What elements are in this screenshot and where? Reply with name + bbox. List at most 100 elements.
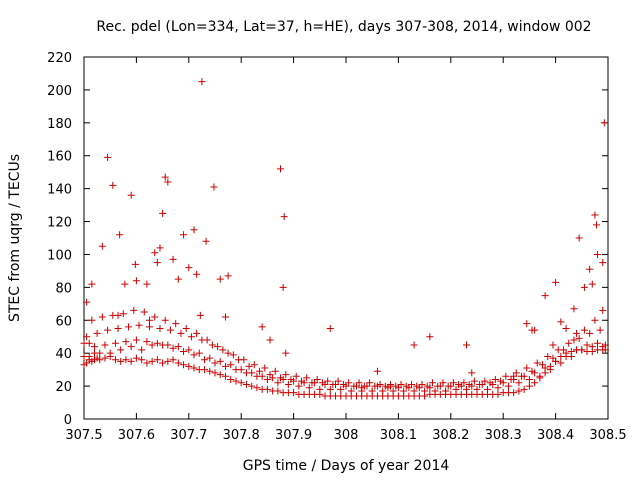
data-point bbox=[111, 339, 119, 347]
data-point bbox=[256, 367, 264, 375]
data-point bbox=[486, 379, 494, 387]
data-point bbox=[494, 384, 502, 392]
data-point bbox=[216, 275, 224, 283]
data-point bbox=[161, 173, 169, 181]
x-axis-label: GPS time / Days of year 2014 bbox=[243, 458, 450, 474]
data-point bbox=[591, 211, 599, 219]
y-tick-label: 180 bbox=[47, 117, 72, 132]
data-point bbox=[164, 341, 172, 349]
data-point bbox=[237, 366, 245, 374]
data-point bbox=[164, 357, 172, 365]
data-point bbox=[279, 283, 287, 291]
data-point bbox=[180, 361, 188, 369]
data-point bbox=[151, 249, 159, 257]
data-point bbox=[261, 364, 269, 372]
data-point bbox=[258, 323, 266, 331]
data-point bbox=[470, 377, 478, 385]
data-point bbox=[146, 316, 153, 324]
data-point bbox=[444, 382, 452, 390]
data-point bbox=[85, 339, 93, 347]
data-point bbox=[599, 259, 607, 267]
data-point bbox=[400, 387, 408, 395]
x-tick-label: 308 bbox=[334, 428, 359, 443]
data-point bbox=[413, 382, 421, 390]
data-point bbox=[201, 366, 209, 374]
data-point bbox=[339, 380, 347, 388]
data-point bbox=[379, 387, 387, 395]
x-tick-label: 307.5 bbox=[65, 428, 102, 443]
data-point bbox=[449, 379, 457, 387]
data-point bbox=[531, 379, 539, 387]
data-point bbox=[557, 318, 565, 326]
data-point bbox=[313, 376, 321, 384]
data-point bbox=[151, 313, 159, 321]
data-point bbox=[426, 333, 434, 341]
data-point bbox=[463, 385, 471, 393]
data-point bbox=[402, 382, 410, 390]
x-tick-label: 307.7 bbox=[170, 428, 207, 443]
data-point bbox=[116, 231, 124, 239]
x-tick-label: 308.2 bbox=[432, 428, 469, 443]
data-point bbox=[138, 356, 146, 364]
data-point bbox=[533, 359, 541, 367]
data-point bbox=[510, 372, 518, 380]
data-point bbox=[408, 380, 415, 388]
data-point bbox=[308, 379, 316, 387]
data-point bbox=[410, 387, 418, 395]
data-point bbox=[468, 369, 476, 377]
data-point bbox=[227, 376, 235, 384]
y-tick-label: 200 bbox=[47, 84, 72, 99]
data-point bbox=[421, 387, 429, 395]
data-point bbox=[190, 226, 198, 234]
data-point bbox=[497, 377, 505, 385]
data-point bbox=[193, 329, 201, 337]
data-point bbox=[292, 372, 300, 380]
data-point bbox=[463, 341, 471, 349]
data-point bbox=[596, 326, 604, 334]
data-point bbox=[130, 306, 138, 314]
data-point bbox=[515, 387, 523, 395]
data-point bbox=[263, 376, 271, 384]
data-point bbox=[334, 377, 342, 385]
data-point bbox=[460, 379, 468, 387]
data-point bbox=[153, 339, 161, 347]
data-point bbox=[127, 191, 135, 199]
data-point bbox=[546, 366, 554, 374]
data-point bbox=[329, 380, 337, 388]
data-point bbox=[588, 343, 596, 351]
data-point bbox=[132, 336, 140, 344]
data-point bbox=[122, 338, 130, 346]
data-point bbox=[122, 356, 130, 364]
data-point bbox=[552, 278, 560, 286]
data-point bbox=[549, 354, 557, 362]
data-point bbox=[277, 374, 284, 382]
data-point bbox=[565, 339, 573, 347]
data-point bbox=[85, 352, 93, 360]
data-point bbox=[549, 341, 557, 349]
data-point bbox=[523, 364, 531, 372]
data-point bbox=[282, 371, 290, 379]
data-point bbox=[588, 280, 596, 288]
x-tick-label: 307.9 bbox=[275, 428, 312, 443]
data-point bbox=[135, 321, 143, 329]
data-point bbox=[476, 380, 484, 388]
data-point bbox=[206, 354, 214, 362]
data-point bbox=[347, 387, 355, 395]
data-point bbox=[245, 362, 253, 370]
data-points bbox=[80, 78, 609, 400]
data-point bbox=[185, 264, 193, 272]
data-point bbox=[114, 311, 122, 319]
data-point bbox=[146, 323, 153, 331]
data-point bbox=[216, 371, 224, 379]
data-point bbox=[515, 379, 523, 387]
data-point bbox=[439, 379, 447, 387]
data-point bbox=[583, 341, 591, 349]
data-point bbox=[525, 382, 533, 390]
data-point bbox=[397, 380, 405, 388]
data-point bbox=[410, 341, 418, 349]
data-point bbox=[592, 221, 600, 229]
data-point bbox=[510, 389, 518, 397]
data-point bbox=[253, 384, 261, 392]
data-point bbox=[119, 310, 127, 318]
data-point bbox=[455, 380, 463, 388]
